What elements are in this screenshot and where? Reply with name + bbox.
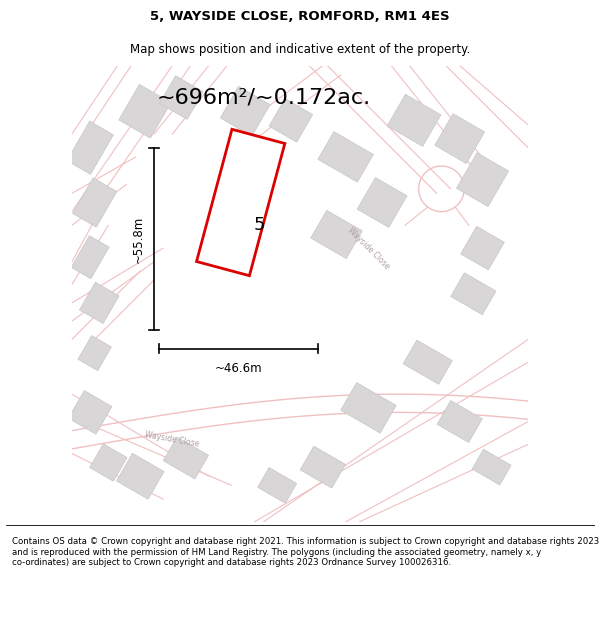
Polygon shape (163, 437, 209, 479)
Polygon shape (116, 453, 164, 499)
Text: Wayside Close: Wayside Close (145, 431, 200, 449)
Polygon shape (461, 226, 505, 270)
Polygon shape (451, 272, 496, 315)
Polygon shape (269, 99, 313, 142)
Text: Map shows position and indicative extent of the property.: Map shows position and indicative extent… (130, 42, 470, 56)
Polygon shape (257, 468, 297, 503)
Text: 5, WAYSIDE CLOSE, ROMFORD, RM1 4ES: 5, WAYSIDE CLOSE, ROMFORD, RM1 4ES (150, 10, 450, 23)
Polygon shape (78, 336, 112, 371)
Polygon shape (220, 86, 270, 136)
Polygon shape (403, 340, 452, 384)
Polygon shape (435, 114, 485, 164)
Polygon shape (437, 401, 482, 442)
Polygon shape (341, 382, 396, 433)
Text: ~46.6m: ~46.6m (215, 362, 262, 375)
Polygon shape (357, 177, 407, 227)
Text: ~696m²/~0.172ac.: ~696m²/~0.172ac. (157, 88, 371, 108)
Text: ~55.8m: ~55.8m (132, 216, 145, 262)
Polygon shape (119, 84, 171, 138)
Polygon shape (197, 129, 285, 276)
Text: Contains OS data © Crown copyright and database right 2021. This information is : Contains OS data © Crown copyright and d… (12, 538, 599, 567)
Polygon shape (68, 391, 112, 434)
Polygon shape (311, 211, 362, 259)
Polygon shape (318, 132, 373, 182)
Polygon shape (387, 94, 441, 146)
Polygon shape (71, 236, 109, 279)
Text: 5: 5 (253, 216, 265, 234)
Polygon shape (89, 444, 127, 481)
Polygon shape (300, 446, 346, 488)
Polygon shape (472, 449, 511, 485)
Polygon shape (73, 178, 117, 227)
Polygon shape (67, 121, 113, 174)
Polygon shape (79, 282, 119, 324)
Polygon shape (457, 152, 509, 207)
Text: Wayside Close: Wayside Close (346, 226, 391, 271)
Polygon shape (160, 76, 203, 119)
